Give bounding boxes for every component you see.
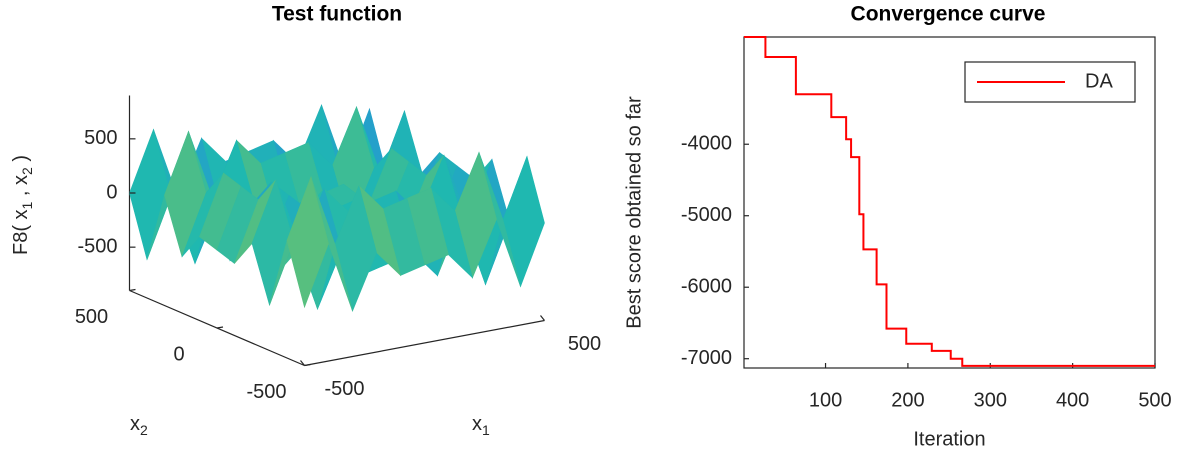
y-tick (129, 288, 136, 292)
plot-area (743, 36, 1156, 369)
x-tick-label: 500 (1138, 389, 1171, 411)
x-tick-label: -500 (324, 378, 364, 400)
y-tick (216, 326, 224, 329)
y-axis-label: x2 (130, 413, 148, 437)
y-tick (304, 363, 311, 367)
y-axis-label-part: 2 (140, 422, 148, 438)
x-tick (300, 360, 305, 366)
z-axis-label-part: ) (10, 155, 32, 167)
z-axis-label-part: F8( x (10, 209, 32, 255)
x-axis-label: Iteration (913, 428, 985, 450)
y-axis-label-part: x (130, 413, 140, 435)
x-axis-label-part: 1 (482, 422, 490, 438)
legend-label: DA (1085, 70, 1113, 92)
legend-box (964, 61, 1136, 103)
chart-title: Convergence curve (851, 3, 1046, 26)
z-axis-label-part: 1 (19, 201, 35, 209)
x-tick-label: 400 (1056, 389, 1089, 411)
y-axis-label: Best score obtained so far (623, 96, 645, 329)
y-tick-label: -500 (246, 381, 286, 403)
z-tick-label: 0 (106, 181, 117, 203)
z-axis-label-part: 2 (19, 167, 35, 175)
x-axis (304, 319, 545, 367)
x-axis-label: x1 (472, 413, 490, 437)
z-axis-label: F8( x1 , x2 ) (10, 155, 34, 255)
surface-patch (502, 155, 545, 288)
x-tick-label: 500 (568, 333, 601, 355)
x-axis-label-part: x (472, 413, 482, 435)
y-tick-label: -4000 (681, 133, 732, 155)
z-tick-label: -500 (77, 235, 117, 257)
z-tick-label: 500 (84, 127, 117, 149)
x-tick (540, 315, 545, 321)
y-tick-label: -5000 (681, 204, 732, 226)
y-tick-label: -6000 (681, 275, 732, 297)
y-tick-label: 500 (75, 306, 108, 328)
x-tick-label: 300 (974, 389, 1007, 411)
x-tick-label: 200 (891, 389, 924, 411)
x-tick-label: 100 (809, 389, 842, 411)
chart-title: Test function (272, 3, 402, 26)
y-tick-label: 0 (173, 343, 184, 365)
data-line (744, 36, 1155, 367)
z-axis-label-part: , x (10, 175, 32, 202)
surface-patch (286, 175, 329, 309)
y-tick-label: -7000 (681, 347, 732, 369)
